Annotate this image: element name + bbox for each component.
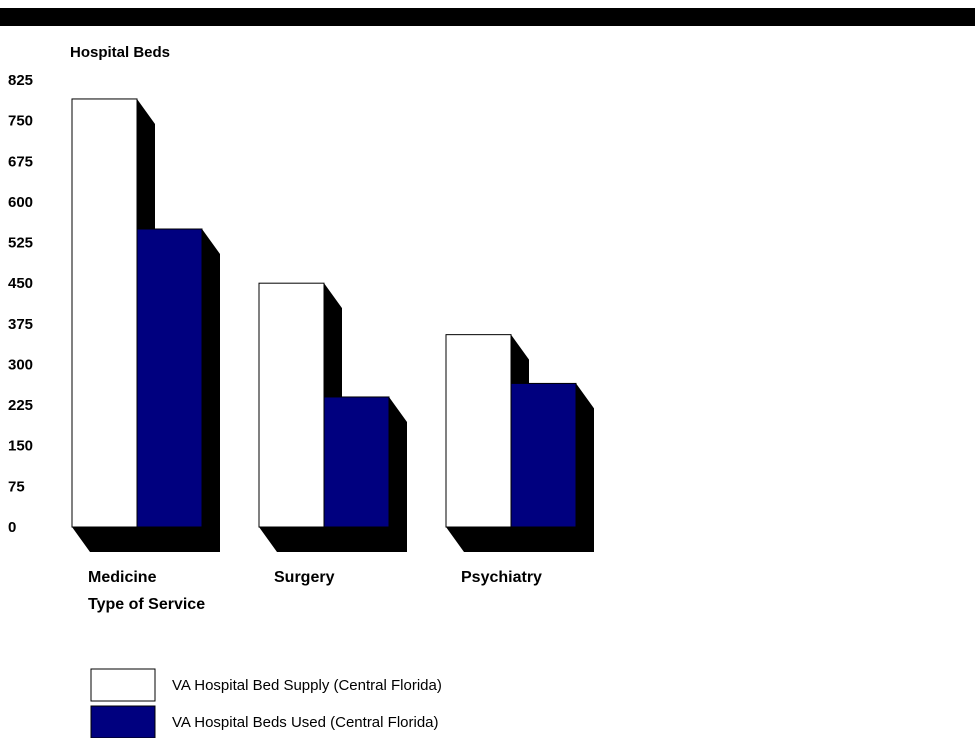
bar: [136, 228, 203, 528]
bars: [71, 98, 577, 528]
category-label: Psychiatry: [461, 569, 542, 586]
y-tick-label: 0: [8, 519, 16, 536]
y-tick-label: 300: [8, 356, 33, 373]
y-tick-label: 525: [8, 235, 33, 252]
bar: [510, 382, 577, 528]
bar: [445, 334, 512, 528]
y-axis-ticks: 0 75 150 225 300 375 450 525 600 675 750 825: [8, 72, 33, 536]
bar-shadow: [511, 383, 594, 552]
bar-shadow: [324, 396, 407, 552]
bar: [323, 396, 390, 528]
y-tick-label: 375: [8, 316, 33, 333]
category-label: Medicine: [88, 569, 157, 586]
x-axis-label: Type of Service: [88, 596, 205, 613]
y-tick-label: 675: [8, 153, 33, 170]
category-labels: Medicine Surgery Psychiatry: [88, 569, 542, 586]
y-tick-label: 450: [8, 275, 33, 292]
legend: VA Hospital Bed Supply (Central Florida)…: [90, 668, 442, 738]
y-tick-label: 225: [8, 397, 33, 414]
legend-swatch: [90, 668, 156, 702]
y-tick-label: 825: [8, 72, 33, 89]
y-tick-label: 750: [8, 113, 33, 130]
category-label: Surgery: [274, 569, 335, 586]
bar: [258, 282, 325, 528]
y-tick-label: 150: [8, 438, 33, 455]
y-tick-label: 75: [8, 478, 25, 495]
bar: [71, 98, 138, 528]
y-tick-label: 600: [8, 194, 33, 211]
y-axis-label: Hospital Beds: [70, 44, 170, 61]
legend-label: VA Hospital Beds Used (Central Florida): [172, 714, 439, 731]
legend-label: VA Hospital Bed Supply (Central Florida): [172, 677, 442, 694]
top-black-bar: [0, 8, 975, 26]
bar-shadow: [137, 229, 220, 552]
legend-swatch: [90, 705, 156, 738]
